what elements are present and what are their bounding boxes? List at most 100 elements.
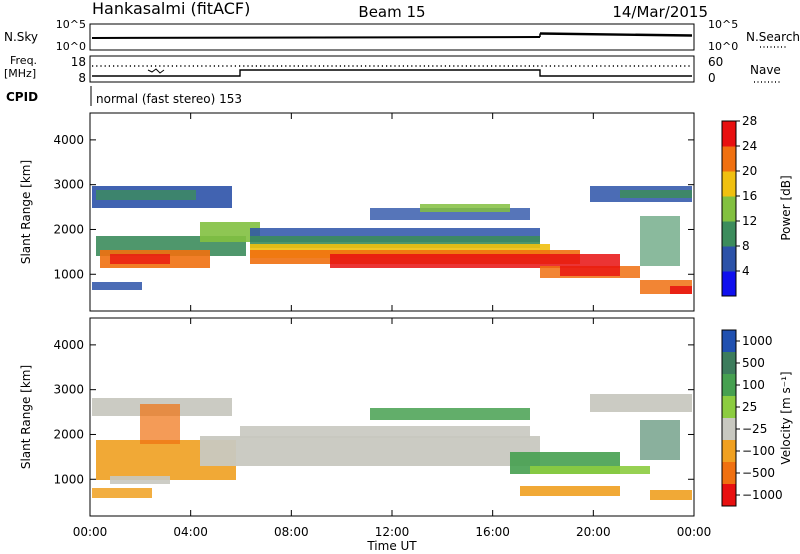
time-tick-label: 12:00 — [375, 525, 410, 539]
power-colorbar-tick-label: 28 — [742, 114, 757, 128]
power-band — [620, 190, 692, 198]
power-band — [92, 282, 142, 290]
frequency-panel: Freq. [MHz] 18 8 60 0 Nave — [4, 54, 782, 85]
power-colorbar-frame — [721, 120, 737, 297]
power-colorbar-tick-label: 24 — [742, 139, 757, 153]
freq-right-tick-top: 60 — [708, 55, 723, 69]
freq-left-tick-top: 18 — [71, 55, 86, 69]
power-band — [96, 190, 196, 200]
velocity-band — [92, 488, 152, 498]
time-tick-labels: 00:00 04:00 08:00 12:00 16:00 20:00 00:00 — [73, 525, 712, 539]
nave-trace — [92, 69, 692, 77]
power-colorbar-swatch — [722, 221, 736, 247]
velocity-colorbar-tick-label: −100 — [742, 444, 775, 458]
velocity-colorbar-swatch — [722, 440, 736, 463]
velocity-x-axis — [89, 318, 695, 516]
velocity-colorbar-tick-label: −500 — [742, 466, 775, 480]
velocity-band — [370, 408, 530, 420]
noise-left-label: N.Sky — [4, 30, 38, 44]
velocity-band — [590, 394, 692, 412]
power-colorbar-swatch — [722, 196, 736, 222]
velocity-colorbar-tick-label: −25 — [742, 422, 767, 436]
velocity-band — [240, 426, 530, 438]
power-band — [420, 204, 510, 212]
noise-panel-frame — [89, 23, 695, 51]
time-tick-label: 00:00 — [73, 525, 108, 539]
noise-right-label: N.Search — [746, 30, 800, 44]
freq-label-top: Freq. — [10, 54, 37, 67]
time-tick-label: 00:00 — [677, 525, 712, 539]
power-band — [670, 286, 692, 294]
velocity-colorbar-tick-label: 25 — [742, 400, 757, 414]
velocity-colorbar-frame — [721, 329, 737, 507]
power-colorbar-tick-label: 12 — [742, 214, 757, 228]
velocity-colorbar-label: Velocity [m s⁻¹] — [779, 371, 793, 464]
velocity-colorbar-tick-label: 100 — [742, 378, 765, 392]
power-x-axis — [89, 113, 695, 311]
time-tick-label: 20:00 — [576, 525, 611, 539]
noise-right-tick-bottom: 10^0 — [708, 40, 738, 53]
velocity-band — [200, 436, 540, 466]
time-tick-label: 08:00 — [274, 525, 309, 539]
velocity-y-axis-label: Slant Range [km] — [19, 365, 33, 469]
velocity-y-axis: 1000 2000 3000 4000 — [53, 338, 694, 486]
power-colorbar-tick-label: 16 — [742, 189, 757, 203]
power-colorbar-swatch — [722, 121, 736, 147]
velocity-colorbar-swatch — [722, 396, 736, 419]
power-y-tick-label: 4000 — [53, 133, 84, 147]
velocity-y-tick-label: 3000 — [53, 383, 84, 397]
velocity-colorbar-swatch — [722, 418, 736, 441]
power-y-axis-label: Slant Range [km] — [19, 160, 33, 264]
power-colorbar-swatches — [722, 121, 736, 297]
power-band — [200, 222, 260, 242]
velocity-band — [140, 404, 180, 444]
power-band — [560, 266, 620, 276]
velocity-colorbar-swatch — [722, 462, 736, 485]
velocity-colorbar-swatch — [722, 330, 736, 353]
velocity-y-tick-label: 4000 — [53, 338, 84, 352]
time-axis-label: Time UT — [366, 539, 417, 553]
velocity-colorbar-swatch — [722, 374, 736, 397]
noise-left-tick-bottom: 10^0 — [56, 40, 86, 53]
freq-right-tick-bottom: 0 — [708, 71, 716, 85]
velocity-colorbar-swatch — [722, 484, 736, 507]
power-band — [640, 216, 680, 266]
time-tick-label: 04:00 — [173, 525, 208, 539]
noise-sky-trace-b — [539, 32, 693, 37]
power-band — [330, 254, 620, 268]
velocity-band — [520, 486, 620, 496]
power-colorbar-swatch — [722, 271, 736, 297]
power-colorbar-label: Power [dB] — [779, 175, 793, 240]
power-colorbar-tick-label: 8 — [742, 239, 750, 253]
velocity-band — [650, 490, 692, 500]
velocity-y-tick-label: 1000 — [53, 472, 84, 486]
velocity-colorbar-swatch — [722, 352, 736, 375]
freq-left-tick-bottom: 8 — [78, 71, 86, 85]
power-colorbar-tick-label: 20 — [742, 164, 757, 178]
beam-title: Beam 15 — [358, 3, 425, 21]
velocity-band — [640, 420, 680, 460]
power-band — [110, 254, 170, 264]
velocity-band — [110, 476, 170, 484]
velocity-heatmap-bands — [92, 394, 692, 500]
power-colorbar-ticks: 4 8 12 16 20 24 28 — [736, 114, 757, 278]
power-panel: 1000 2000 3000 4000 Slant Range [km] — [19, 112, 695, 312]
velocity-colorbar-ticks: 1000 500 100 25 −25 −100 −500 −1000 — [736, 334, 783, 502]
velocity-colorbar-swatches — [722, 330, 736, 507]
velocity-colorbar-tick-label: 1000 — [742, 334, 773, 348]
noise-panel: N.Sky 10^5 10^0 10^5 10^0 N.Search — [4, 18, 800, 53]
power-colorbar: 4 8 12 16 20 24 28 Power [dB] — [721, 114, 793, 297]
frequency-panel-frame — [89, 55, 695, 83]
date-title: 14/Mar/2015 — [612, 3, 708, 21]
power-y-tick-label: 1000 — [53, 267, 84, 281]
power-colorbar-swatch — [722, 146, 736, 172]
noise-left-tick-top: 10^5 — [56, 18, 86, 31]
velocity-band — [530, 466, 650, 474]
nave-label: Nave — [750, 63, 781, 77]
freq-label-bottom: [MHz] — [4, 67, 36, 80]
power-y-tick-label: 2000 — [53, 222, 84, 236]
freq-wiggle — [147, 68, 165, 74]
velocity-colorbar: 1000 500 100 25 −25 −100 −500 −1000 Velocity [m… — [721, 329, 793, 507]
power-colorbar-swatch — [722, 171, 736, 197]
